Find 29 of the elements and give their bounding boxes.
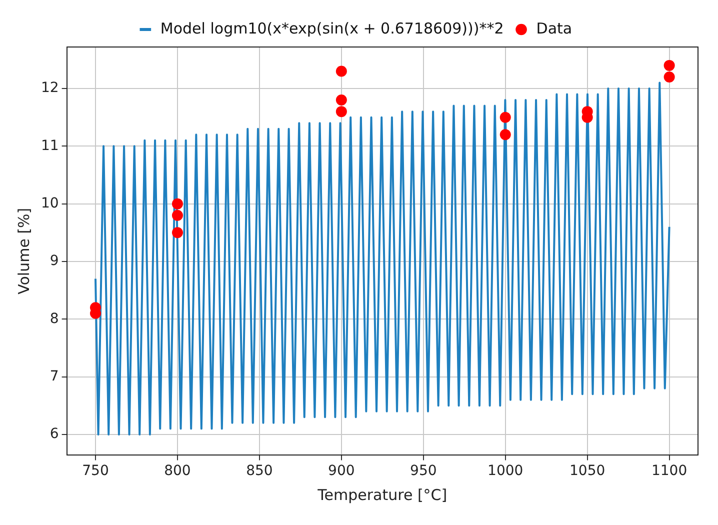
x-tick-label: 1050 — [570, 463, 606, 480]
y-tick-label: 8 — [50, 310, 59, 327]
y-tick-label: 10 — [40, 195, 59, 212]
x-axis-title: Temperature [°C] — [316, 486, 448, 504]
y-tick-label: 9 — [50, 253, 59, 270]
x-tick-label: 800 — [164, 463, 191, 480]
point — [172, 227, 183, 238]
point — [336, 66, 347, 77]
x-tick-label: 750 — [82, 463, 109, 480]
point — [172, 210, 183, 221]
x-tick-label: 1000 — [488, 463, 524, 480]
legend-label: Data — [536, 19, 572, 38]
x-tick-label: 850 — [246, 463, 273, 480]
x-tick-label: 950 — [410, 463, 437, 480]
y-tick-label: 12 — [40, 80, 59, 96]
y-tick-label: 7 — [50, 368, 59, 384]
point — [664, 60, 675, 71]
point — [664, 71, 675, 82]
point — [336, 94, 347, 106]
x-tick-label: 1100 — [651, 463, 688, 480]
point — [172, 198, 183, 210]
y-tick-label: 6 — [50, 426, 59, 442]
y-tick-label: 11 — [40, 138, 59, 154]
point — [500, 112, 511, 123]
x-tick-label: 900 — [328, 463, 355, 480]
legend-label: Model logm10(x*exp(sin(x + 0.6718609)))**2 — [160, 19, 504, 38]
y-axis-title: Volume [%] — [14, 208, 33, 294]
point — [336, 106, 347, 118]
point — [500, 129, 511, 140]
